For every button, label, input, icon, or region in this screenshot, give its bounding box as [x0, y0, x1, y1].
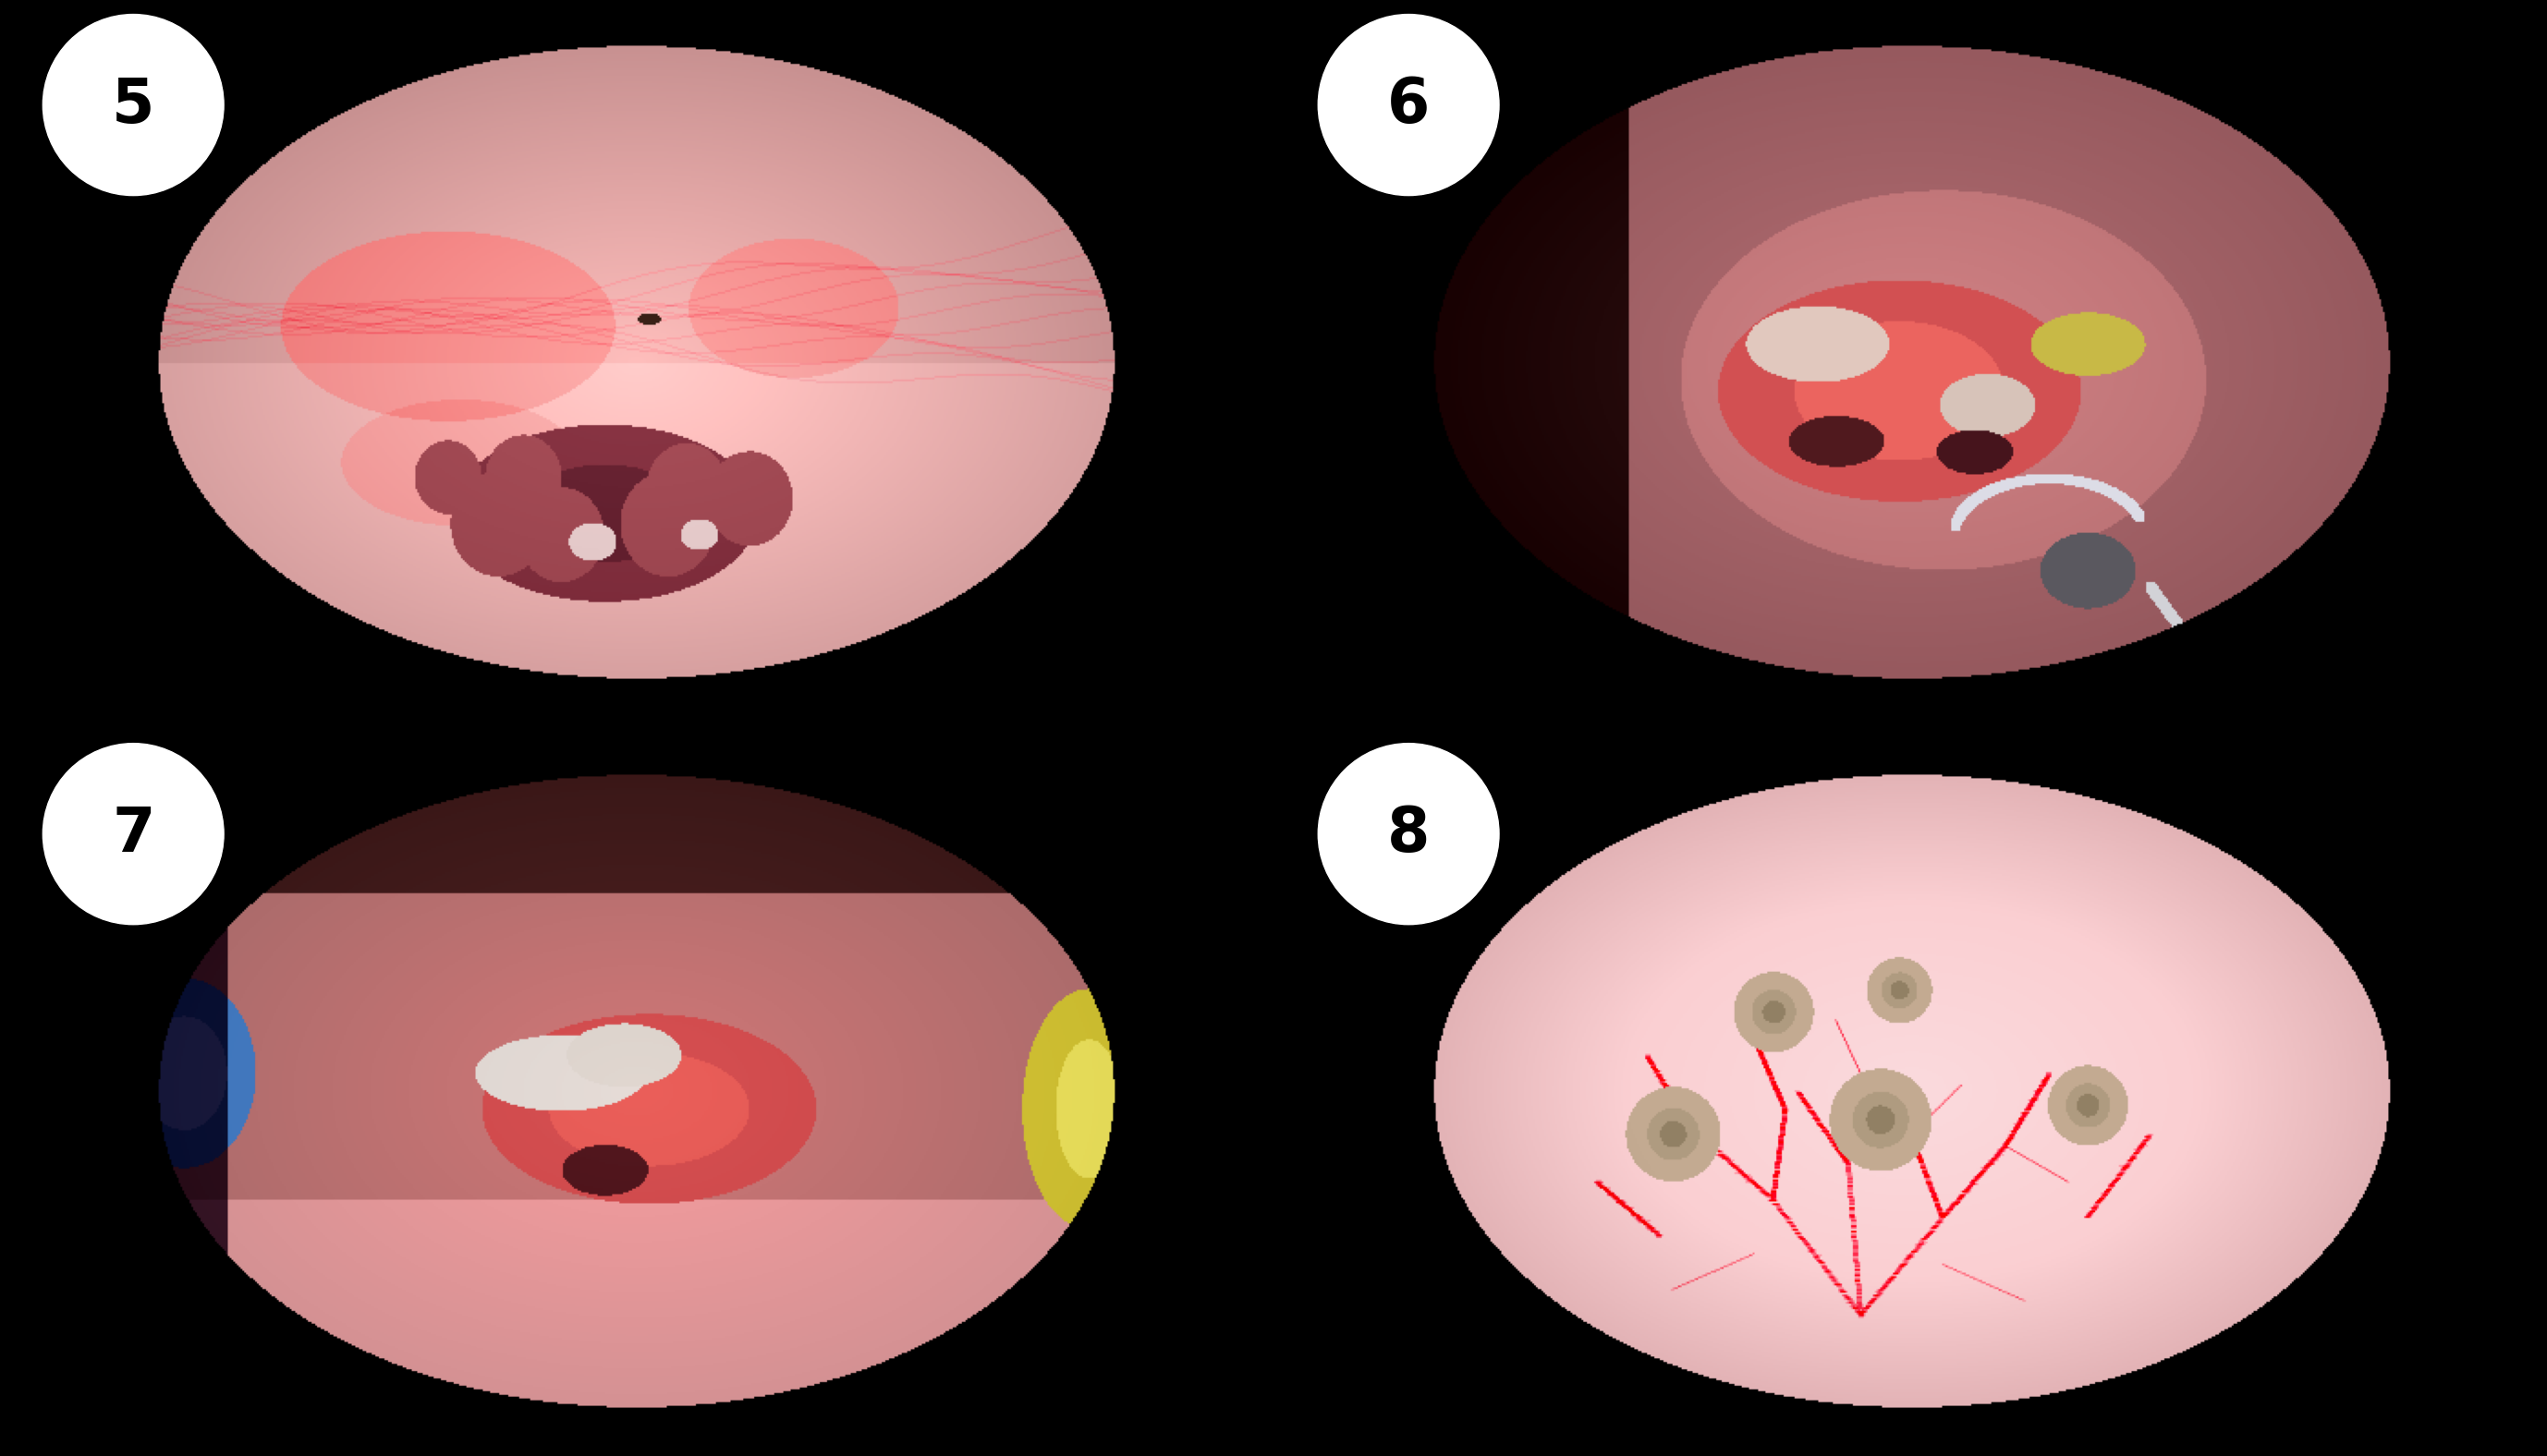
Circle shape	[1319, 15, 1500, 195]
Circle shape	[43, 15, 224, 195]
Text: 6: 6	[1388, 74, 1429, 135]
Text: 5: 5	[112, 74, 155, 135]
Circle shape	[1319, 744, 1500, 925]
Text: 7: 7	[112, 804, 155, 865]
Circle shape	[43, 744, 224, 925]
Text: 8: 8	[1388, 804, 1429, 865]
